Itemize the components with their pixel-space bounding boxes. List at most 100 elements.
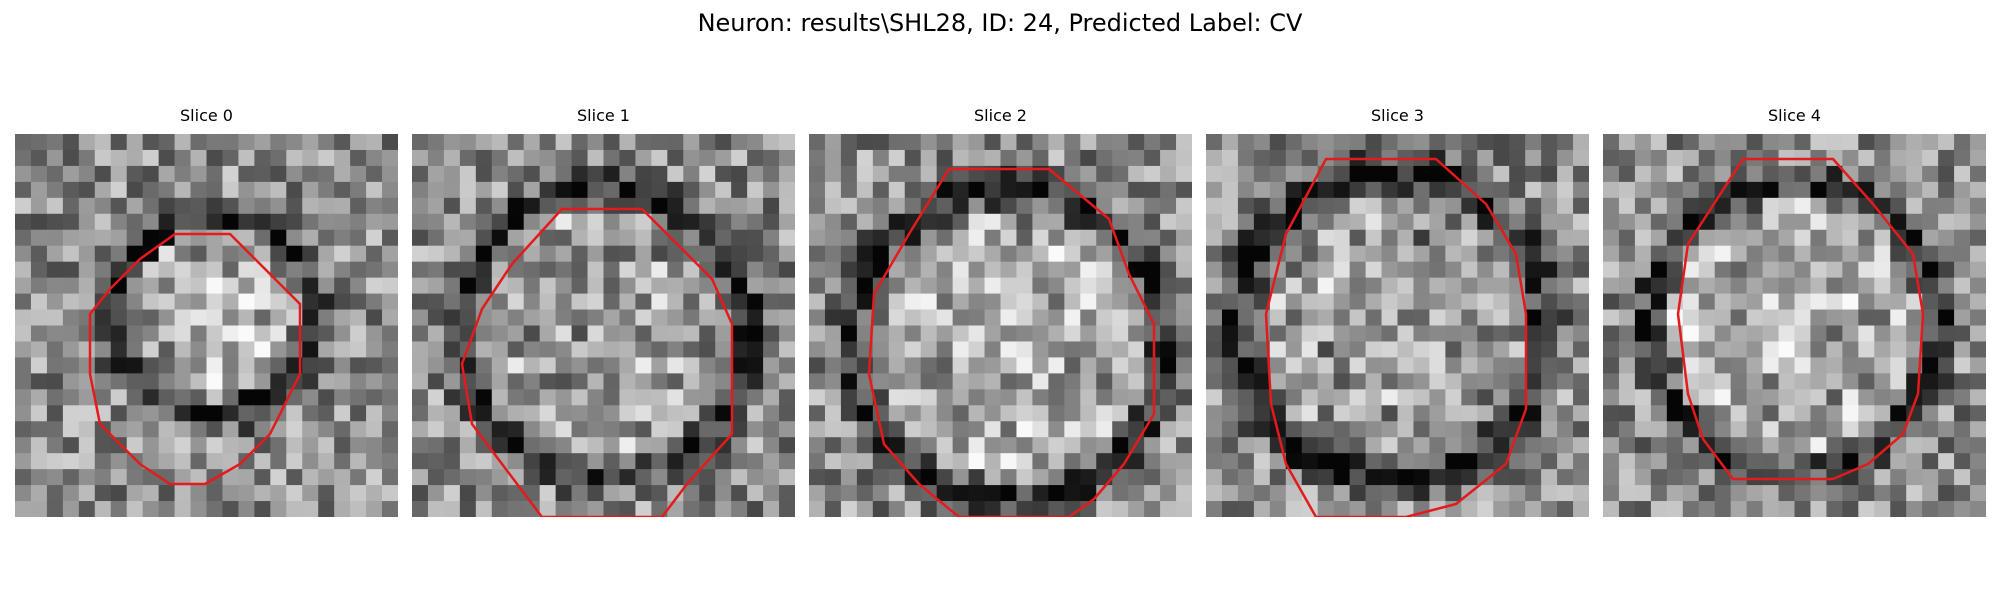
image-pixel	[1906, 453, 1923, 470]
image-pixel	[78, 389, 96, 406]
image-pixel	[270, 437, 287, 454]
image-pixel	[1176, 421, 1192, 438]
image-pixel	[747, 293, 764, 311]
image-pixel	[715, 341, 732, 359]
image-pixel	[715, 325, 732, 343]
image-pixel	[1573, 245, 1589, 263]
image-pixel	[1269, 165, 1287, 183]
image-pixel	[382, 341, 398, 359]
image-pixel	[1906, 309, 1923, 327]
image-pixel	[110, 165, 128, 183]
image-pixel	[1365, 213, 1383, 231]
image-pixel	[763, 421, 780, 438]
segmentation-contour	[867, 167, 1156, 517]
image-pixel	[1906, 229, 1923, 247]
slice-title-2: Slice 2	[974, 106, 1027, 125]
image-pixel	[1826, 134, 1843, 151]
image-pixel	[62, 293, 80, 311]
image-pixel	[1778, 261, 1796, 279]
image-pixel	[1810, 437, 1828, 454]
image-pixel	[1954, 309, 1971, 327]
image-pixel	[856, 197, 874, 215]
image-pixel	[1301, 149, 1319, 167]
image-pixel	[318, 373, 335, 390]
image-pixel	[1160, 341, 1177, 359]
image-pixel	[1477, 134, 1494, 151]
image-pixel	[427, 341, 445, 359]
image-pixel	[1682, 357, 1700, 374]
image-pixel	[1573, 134, 1589, 151]
image-pixel	[158, 389, 176, 406]
image-pixel	[1429, 453, 1446, 470]
image-pixel	[302, 405, 319, 422]
image-pixel	[1160, 485, 1177, 502]
image-pixel	[1221, 405, 1239, 422]
image-pixel	[350, 325, 367, 343]
image-pixel	[1746, 469, 1764, 486]
image-pixel	[491, 149, 509, 167]
image-pixel	[1397, 373, 1415, 390]
image-pixel	[46, 453, 64, 470]
image-pixel	[1938, 181, 1955, 199]
image-pixel	[984, 469, 1002, 486]
image-pixel	[1381, 213, 1399, 231]
image-pixel	[763, 341, 780, 359]
image-pixel	[1573, 421, 1589, 438]
image-pixel	[1413, 357, 1431, 374]
image-pixel	[427, 421, 445, 438]
image-pixel	[1493, 485, 1510, 502]
image-pixel	[1000, 453, 1018, 470]
image-pixel	[443, 165, 461, 183]
image-pixel	[1413, 165, 1431, 183]
image-pixel	[1746, 245, 1764, 263]
image-pixel	[62, 149, 80, 167]
image-pixel	[318, 501, 335, 517]
image-pixel	[1666, 405, 1684, 422]
image-pixel	[1954, 149, 1971, 167]
image-pixel	[824, 421, 842, 438]
image-pixel	[1000, 469, 1018, 486]
image-pixel	[270, 357, 287, 374]
image-pixel	[1461, 453, 1478, 470]
image-pixel	[1429, 309, 1446, 327]
image-pixel	[635, 405, 652, 422]
image-pixel	[1493, 181, 1510, 199]
image-pixel	[475, 181, 493, 199]
image-pixel	[318, 357, 335, 374]
image-pixel	[1048, 469, 1065, 486]
image-pixel	[1016, 357, 1034, 374]
image-pixel	[1810, 453, 1828, 470]
image-pixel	[1381, 373, 1399, 390]
image-pixel	[1650, 165, 1668, 183]
image-pixel	[302, 309, 319, 327]
image-pixel	[1842, 373, 1859, 390]
image-pixel	[1237, 501, 1255, 517]
image-pixel	[840, 213, 858, 231]
image-pixel	[1160, 405, 1177, 422]
image-pixel	[731, 357, 748, 374]
image-pixel	[523, 453, 541, 470]
image-pixel	[984, 453, 1002, 470]
image-pixel	[1206, 277, 1223, 295]
image-pixel	[872, 181, 890, 199]
image-pixel	[571, 357, 589, 374]
image-pixel	[1794, 134, 1812, 151]
image-pixel	[555, 501, 573, 517]
image-pixel	[1445, 421, 1462, 438]
image-pixel	[920, 389, 938, 406]
image-pixel	[872, 453, 890, 470]
image-pixel	[1794, 453, 1812, 470]
image-pixel	[15, 469, 32, 486]
image-pixel	[824, 277, 842, 295]
image-pixel	[1381, 229, 1399, 247]
image-pixel	[15, 134, 32, 151]
image-pixel	[1253, 213, 1271, 231]
image-pixel	[126, 421, 144, 438]
image-pixel	[936, 437, 954, 454]
image-pixel	[1128, 165, 1145, 183]
image-pixel	[635, 469, 652, 486]
image-pixel	[1128, 501, 1145, 517]
image-pixel	[856, 501, 874, 517]
image-pixel	[1650, 485, 1668, 502]
image-pixel	[904, 437, 922, 454]
